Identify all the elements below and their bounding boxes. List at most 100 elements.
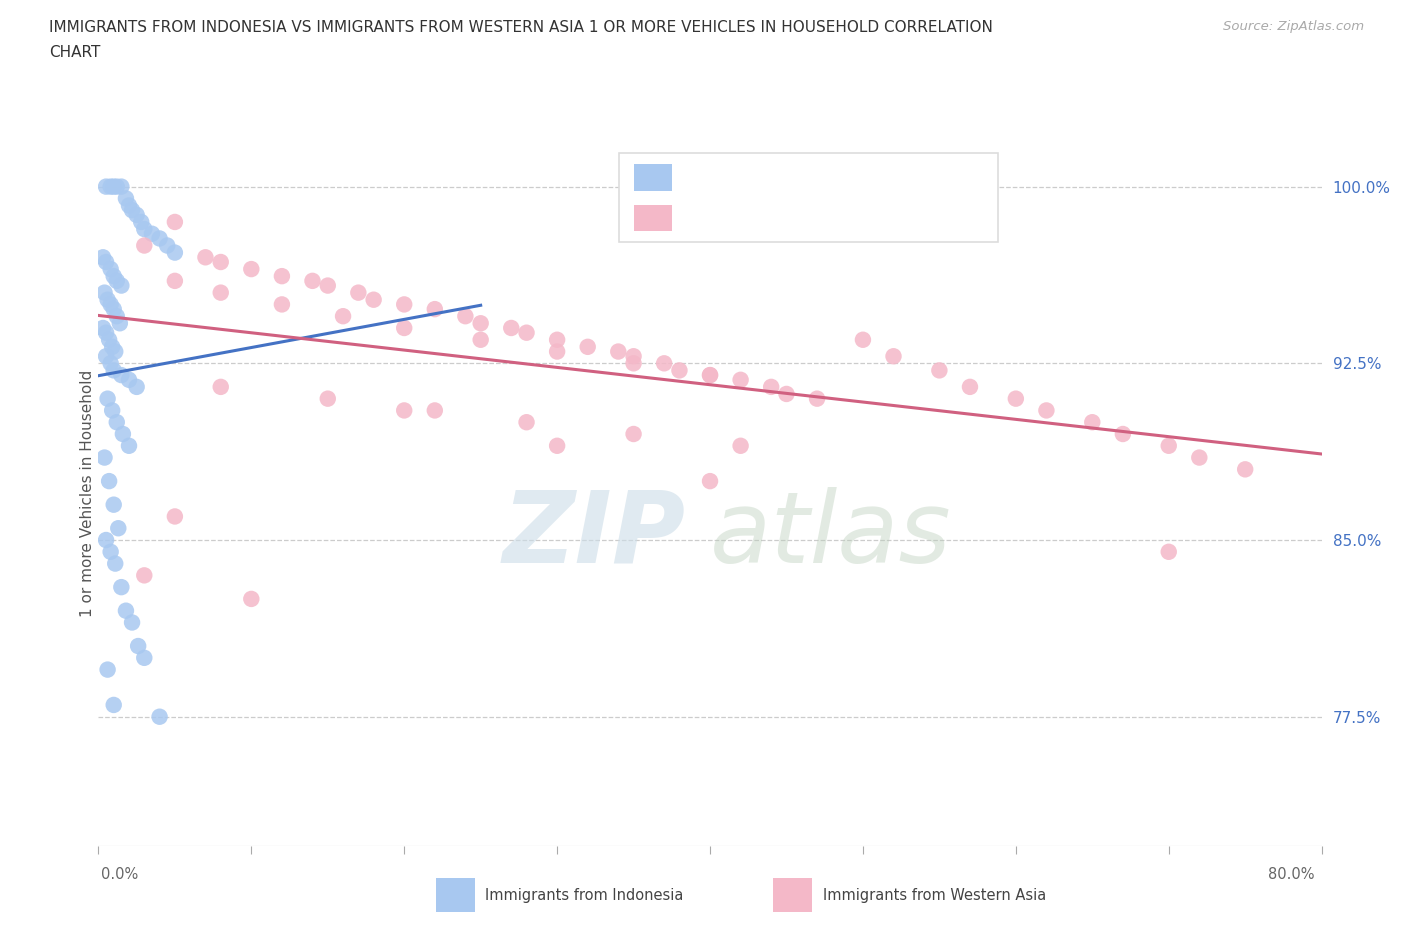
Point — [121, 203, 143, 218]
Point — [347, 286, 370, 300]
Point — [104, 344, 127, 359]
Point — [423, 301, 446, 316]
Point — [100, 544, 122, 559]
Point — [98, 332, 121, 347]
Point — [775, 387, 797, 402]
Point — [103, 301, 125, 316]
Point — [103, 269, 125, 284]
Point — [209, 255, 232, 270]
Point — [270, 269, 294, 284]
Point — [108, 316, 131, 331]
Point — [110, 278, 132, 293]
Point — [240, 591, 263, 606]
Point — [501, 321, 523, 336]
Point — [1035, 403, 1057, 418]
Point — [110, 179, 132, 194]
Text: R = 0.206: R = 0.206 — [688, 168, 770, 186]
Point — [103, 363, 125, 378]
Text: IMMIGRANTS FROM INDONESIA VS IMMIGRANTS FROM WESTERN ASIA 1 OR MORE VEHICLES IN : IMMIGRANTS FROM INDONESIA VS IMMIGRANTS … — [49, 20, 993, 35]
Point — [93, 450, 115, 465]
Point — [454, 309, 477, 324]
Point — [806, 392, 828, 406]
Text: 80.0%: 80.0% — [1268, 867, 1315, 882]
Point — [1112, 427, 1135, 442]
Point — [470, 332, 492, 347]
Point — [699, 367, 721, 382]
Point — [576, 339, 599, 354]
Point — [103, 698, 125, 712]
Point — [668, 363, 690, 378]
Point — [93, 286, 115, 300]
Point — [730, 438, 752, 453]
Point — [423, 403, 446, 418]
Point — [516, 326, 538, 340]
Point — [332, 309, 354, 324]
Point — [209, 379, 232, 394]
Point — [852, 332, 875, 347]
Point — [392, 321, 416, 336]
Point — [761, 379, 783, 394]
Point — [623, 356, 645, 371]
Point — [97, 392, 120, 406]
Bar — [634, 205, 672, 232]
Point — [156, 238, 179, 253]
Text: Immigrants from Indonesia: Immigrants from Indonesia — [485, 887, 683, 903]
Point — [134, 221, 156, 236]
Point — [546, 344, 568, 359]
Point — [699, 473, 721, 488]
Point — [100, 261, 122, 276]
Point — [928, 363, 950, 378]
Point — [730, 372, 752, 387]
Point — [115, 604, 138, 618]
Point — [115, 191, 138, 206]
Point — [118, 198, 141, 213]
Point — [623, 427, 645, 442]
Text: 0.0%: 0.0% — [101, 867, 138, 882]
Point — [129, 215, 152, 230]
Point — [118, 438, 141, 453]
Point — [110, 367, 132, 382]
Bar — [436, 878, 475, 911]
Point — [94, 533, 117, 548]
Text: R =  0.192: R = 0.192 — [688, 209, 776, 227]
Point — [94, 255, 117, 270]
Text: ZIP: ZIP — [502, 486, 686, 584]
Point — [134, 238, 156, 253]
Point — [100, 179, 122, 194]
Point — [240, 261, 263, 276]
Point — [103, 498, 125, 512]
Point — [121, 615, 143, 630]
Point — [149, 231, 172, 246]
Point — [97, 292, 120, 307]
Point — [94, 179, 117, 194]
Text: N = 58: N = 58 — [853, 168, 912, 186]
Point — [134, 568, 156, 583]
Text: Source: ZipAtlas.com: Source: ZipAtlas.com — [1223, 20, 1364, 33]
Text: atlas: atlas — [710, 486, 952, 584]
Point — [125, 207, 148, 222]
Point — [94, 349, 117, 364]
Point — [194, 250, 217, 265]
Point — [363, 292, 385, 307]
Point — [301, 273, 323, 288]
Text: Immigrants from Western Asia: Immigrants from Western Asia — [823, 887, 1046, 903]
Bar — [773, 878, 813, 911]
Point — [623, 349, 645, 364]
Point — [100, 356, 122, 371]
Point — [392, 403, 416, 418]
Text: N = 60: N = 60 — [853, 209, 912, 227]
Point — [103, 179, 125, 194]
Point — [101, 403, 124, 418]
Point — [1004, 392, 1026, 406]
Point — [163, 215, 186, 230]
Point — [1157, 438, 1180, 453]
Point — [959, 379, 981, 394]
Point — [107, 521, 129, 536]
FancyBboxPatch shape — [619, 153, 998, 242]
Point — [100, 297, 122, 312]
Point — [110, 579, 132, 594]
Point — [91, 250, 114, 265]
Point — [270, 297, 294, 312]
Point — [316, 278, 339, 293]
Y-axis label: 1 or more Vehicles in Household: 1 or more Vehicles in Household — [80, 369, 94, 617]
